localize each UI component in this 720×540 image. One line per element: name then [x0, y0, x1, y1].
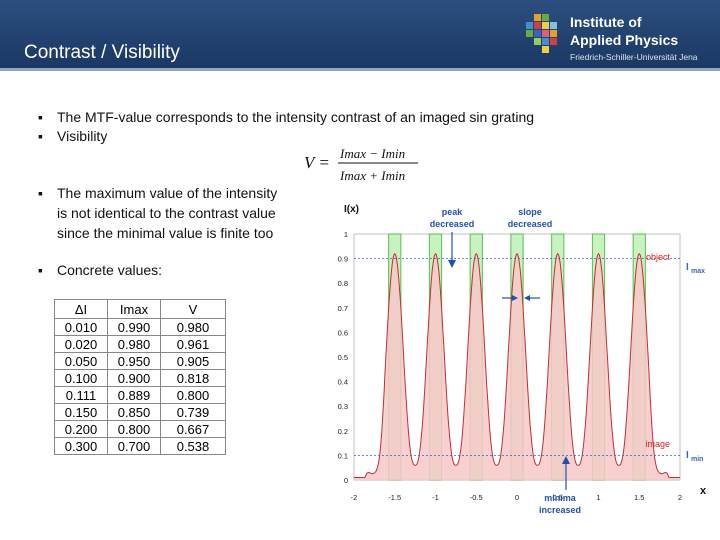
table-cell: 0.980: [107, 335, 161, 353]
table-cell: 0.200: [54, 420, 108, 438]
table-row: 0.100 0.900 0.818: [54, 369, 226, 387]
label-imax: I: [686, 262, 689, 273]
x-tick-label: 0.5: [553, 493, 563, 502]
formula-denominator: Imax + Imin: [339, 168, 405, 183]
visibility-formula: V = Imax − Imin Imax + Imin: [304, 146, 418, 183]
table-row: 0.300 0.700 0.538: [54, 437, 226, 455]
bullet-visibility: Visibility: [57, 128, 108, 144]
table-cell: 0.020: [54, 335, 108, 353]
table-cell: 0.100: [54, 369, 108, 387]
bullet-concrete: Concrete values:: [57, 262, 163, 278]
table-cell: 0.050: [54, 352, 108, 370]
page-title: Contrast / Visibility: [24, 42, 180, 63]
logo-title-line2: Applied Physics: [570, 32, 679, 48]
annotation-peak: peak: [442, 207, 464, 217]
table-cell: 0.961: [160, 335, 226, 353]
bullet-max-line1: The maximum value of the intensity: [57, 185, 278, 201]
annotation-minima: minima: [544, 493, 577, 503]
annotation-peak2: decreased: [430, 219, 475, 229]
table-cell: 0.700: [107, 437, 161, 455]
y-tick-label: 0.5: [338, 353, 348, 362]
intensity-chart: 0 0.1 0.2 0.3 0.4 0.5 0.6 0.7 0.8 0.9 1 -2 -1.5 -1 -0.…: [338, 204, 707, 515]
x-tick-label: 1.5: [634, 493, 644, 502]
table-row: 0.111 0.889 0.800: [54, 386, 226, 404]
col-header-v: V: [160, 299, 226, 319]
y-tick-label: 0.2: [338, 427, 348, 436]
title-bar: [0, 0, 720, 68]
col-header-imax: Imax: [107, 299, 161, 319]
x-axis-label: x: [700, 485, 707, 497]
x-tick-label: 1: [596, 493, 600, 502]
table-row: 0.200 0.800 0.667: [54, 420, 226, 438]
minima-arrowhead: [562, 456, 570, 464]
y-tick-label: 0.6: [338, 328, 348, 337]
x-tick-label: -1: [432, 493, 439, 502]
y-tick-label: 0.1: [338, 451, 348, 460]
table-cell: 0.950: [107, 352, 161, 370]
annotation-minima2: increased: [539, 505, 581, 515]
col-header-delta: ΔI: [54, 299, 108, 319]
table-header-row: ΔI Imax V: [54, 299, 226, 319]
x-tick-label: -1.5: [388, 493, 401, 502]
y-tick-label: 0.9: [338, 255, 348, 264]
y-tick-label: 0.4: [338, 378, 348, 387]
annotation-slope: slope: [518, 207, 542, 217]
bullet-mtf: The MTF-value corresponds to the intensi…: [57, 109, 535, 125]
y-tick-label: 1: [344, 230, 348, 239]
slope-arrowhead-left: [512, 295, 518, 301]
x-tick-label: -0.5: [470, 493, 483, 502]
table-cell: 0.889: [107, 386, 161, 404]
label-imin-sub: min: [691, 456, 703, 463]
annotation-slope2: decreased: [508, 219, 553, 229]
label-image: image: [645, 439, 670, 449]
bullet-max-line3: since the minimal value is finite too: [57, 225, 274, 241]
image-curve: [354, 252, 680, 478]
table-row: 0.150 0.850 0.739: [54, 403, 226, 421]
peak-arrowhead: [448, 260, 456, 268]
image-fill: [354, 253, 680, 480]
label-object: object: [646, 252, 671, 262]
x-tick-label: 0: [515, 493, 519, 502]
values-table: ΔI Imax V 0.010 0.990 0.980 0.020 0.980 0.96…: [54, 299, 226, 455]
table-cell: 0.800: [107, 420, 161, 438]
y-tick-label: 0: [344, 476, 348, 485]
y-tick-label: 0.8: [338, 279, 348, 288]
bullet-marker: ▪: [38, 128, 43, 144]
table-cell: 0.905: [160, 352, 226, 370]
bullet-max-line2: is not identical to the contrast value: [57, 205, 276, 221]
table-cell: 0.300: [54, 437, 108, 455]
bullet-marker: ▪: [38, 185, 43, 201]
formula-lhs: V =: [304, 153, 330, 172]
y-tick-label: 0.3: [338, 402, 348, 411]
y-axis-label: I(x): [344, 204, 359, 215]
institute-logo-icon: [526, 14, 557, 53]
label-imin: I: [686, 450, 689, 461]
bullet-marker: ▪: [38, 109, 43, 125]
slope-arrowhead-right: [524, 295, 530, 301]
table-cell: 0.150: [54, 403, 108, 421]
table-cell: 0.800: [160, 386, 226, 404]
table-cell: 0.667: [160, 420, 226, 438]
y-tick-label: 0.7: [338, 304, 348, 313]
bullet-marker: ▪: [38, 262, 43, 278]
table-cell: 0.538: [160, 437, 226, 455]
logo-subtitle: Friedrich-Schiller-Universität Jena: [570, 52, 698, 62]
table-row: 0.010 0.990 0.980: [54, 318, 226, 336]
table-cell: 0.990: [107, 318, 161, 336]
table-row: 0.020 0.980 0.961: [54, 335, 226, 353]
table-cell: 0.010: [54, 318, 108, 336]
formula-numerator: Imax − Imin: [339, 146, 405, 161]
table-cell: 0.739: [160, 403, 226, 421]
table-cell: 0.900: [107, 369, 161, 387]
table-cell: 0.111: [54, 386, 108, 404]
table-cell: 0.850: [107, 403, 161, 421]
x-tick-label: -2: [351, 493, 358, 502]
logo-title-line1: Institute of: [570, 14, 642, 30]
table-cell: 0.818: [160, 369, 226, 387]
table-row: 0.050 0.950 0.905: [54, 352, 226, 370]
title-rule: [0, 68, 720, 71]
x-tick-label: 2: [678, 493, 682, 502]
table-cell: 0.980: [160, 318, 226, 336]
label-imax-sub: max: [691, 268, 705, 275]
